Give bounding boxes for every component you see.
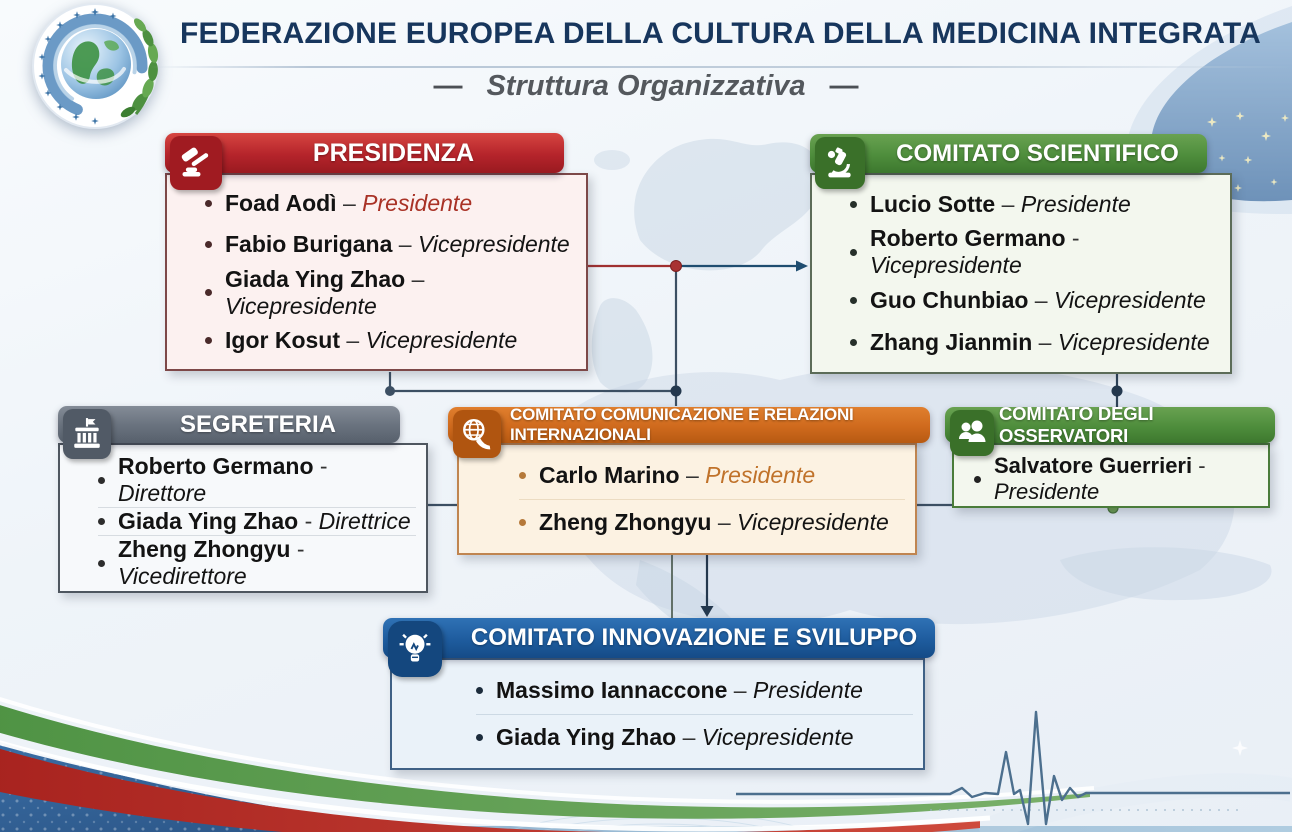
member-item: Guo Chunbiao – Vicepresidente — [850, 279, 1220, 321]
member-item: Roberto Germano - Direttore — [98, 453, 416, 507]
member-item: Zheng Zhongyu - Vicedirettore — [98, 535, 416, 590]
bullet-dot — [476, 733, 483, 741]
member-item: Fabio Burigana – Vicepresidente — [205, 224, 576, 265]
member-text: Salvatore Guerrieri - Presidente — [994, 453, 1206, 504]
member-item: Roberto Germano - Vicepresidente — [850, 225, 1220, 279]
member-item: Zhang Jianmin – Vicepresidente — [850, 322, 1220, 364]
presidenza-header: PRESIDENZA — [165, 133, 564, 190]
member-item: Zheng Zhongyu – Vicepresidente — [519, 498, 905, 546]
title-divider — [150, 66, 1292, 68]
member-item: Carlo Marino – Presidente — [519, 453, 905, 499]
bullet-dot — [205, 241, 212, 249]
segreteria-title: SEGRETERIA — [179, 410, 337, 438]
member-item: Lucio Sotte – Presidente — [850, 183, 1220, 225]
comitato-scientifico-member-list: Lucio Sotte – Presidente Roberto Germano … — [812, 175, 1230, 372]
comitato-comunicazione-member-list: Carlo Marino – Presidente Zheng Zhongyu –… — [459, 445, 915, 553]
member-text: Giada Ying Zhao – Vicepresidente — [496, 723, 854, 750]
bullet-dot — [519, 518, 526, 526]
member-text: Roberto Germano - Vicepresidente — [870, 225, 1080, 279]
member-item: Igor Kosut – Vicepresidente — [205, 320, 576, 361]
member-text: Guo Chunbiao – Vicepresidente — [870, 286, 1206, 313]
microscope-icon — [815, 137, 865, 189]
segreteria-member-list: Roberto Germano - Direttore Giada Ying Zh… — [60, 445, 426, 591]
bullet-dot — [850, 296, 857, 304]
bullet-dot — [98, 476, 105, 484]
italian-flag-swoosh — [0, 696, 1095, 832]
member-item: Giada Ying Zhao – Vicepresidente — [205, 266, 576, 320]
comitato-osservatori-member-list: Salvatore Guerrieri - Presidente — [954, 445, 1268, 506]
comitato-comunicazione-header: COMITATO COMUNICAZIONE E RELAZIONI INTER… — [448, 405, 930, 458]
member-text: Zheng Zhongyu – Vicepresidente — [539, 508, 889, 535]
bullet-dot — [850, 200, 857, 208]
comitato-innovazione-header: COMITATO INNOVAZIONE E SVILUPPO — [383, 618, 935, 677]
government-building-icon — [63, 409, 111, 459]
comitato-osservatori-header: COMITATO DEGLI OSSERVATORI — [945, 403, 1275, 456]
federation-logo — [32, 3, 159, 129]
member-item: Foad Aodì – Presidente — [205, 183, 576, 224]
comitato-comunicazione-box: Carlo Marino – Presidente Zheng Zhongyu –… — [457, 443, 917, 555]
bullet-dot — [98, 559, 105, 567]
gavel-icon — [170, 136, 222, 190]
member-item: Giada Ying Zhao - Direttrice — [98, 507, 416, 535]
bullet-dot — [476, 687, 483, 695]
member-text: Massimo Iannaccone – Presidente — [496, 677, 863, 704]
bullet-dot — [205, 289, 212, 297]
member-text: Zheng Zhongyu - Vicedirettore — [118, 536, 305, 589]
bullet-dot — [519, 472, 526, 480]
bullet-dot — [850, 248, 857, 256]
member-text: Giada Ying Zhao - Direttrice — [118, 508, 411, 534]
member-text: Igor Kosut – Vicepresidente — [225, 326, 518, 353]
comitato-osservatori-title: COMITATO DEGLI OSSERVATORI — [999, 403, 1154, 446]
subtitle-text: Struttura Organizzativa — [486, 70, 806, 102]
bullet-dot — [850, 339, 857, 347]
member-text: Carlo Marino – Presidente — [539, 462, 816, 489]
comitato-innovazione-box: Massimo Iannaccone – Presidente Giada Yin… — [390, 658, 925, 770]
comitato-innovazione-title: COMITATO INNOVAZIONE E SVILUPPO — [470, 624, 918, 651]
globe-phone-icon — [453, 410, 501, 458]
observers-icon — [950, 410, 994, 456]
lightbulb-icon — [388, 621, 442, 677]
bullet-dot — [974, 475, 981, 483]
bullet-dot — [205, 336, 212, 344]
member-text: Giada Ying Zhao – Vicepresidente — [225, 265, 425, 319]
page-subtitle: — Struttura Organizzativa — — [0, 70, 1292, 103]
member-item: Massimo Iannaccone – Presidente — [476, 668, 913, 714]
member-text: Roberto Germano - Direttore — [118, 453, 328, 506]
member-item: Salvatore Guerrieri - Presidente — [974, 453, 1258, 505]
presidenza-member-list: Foad Aodì – Presidente Fabio Burigana – V… — [167, 175, 586, 369]
member-text: Fabio Burigana – Vicepresidente — [225, 231, 570, 258]
segreteria-box: Roberto Germano - Direttore Giada Ying Zh… — [58, 443, 428, 593]
comitato-comunicazione-title: COMITATO COMUNICAZIONE E RELAZIONI INTER… — [510, 405, 854, 444]
comitato-innovazione-member-list: Massimo Iannaccone – Presidente Giada Yin… — [392, 660, 923, 768]
comitato-osservatori-box: Salvatore Guerrieri - Presidente — [952, 443, 1270, 508]
segreteria-header: SEGRETERIA — [58, 406, 400, 459]
page-title: FEDERAZIONE EUROPEA DELLA CULTURA DELLA … — [179, 17, 1261, 50]
comitato-scientifico-title: COMITATO SCIENTIFICO — [896, 139, 1179, 167]
comitato-scientifico-header: COMITATO SCIENTIFICO — [810, 134, 1207, 189]
comitato-scientifico-box: Lucio Sotte – Presidente Roberto Germano … — [810, 173, 1232, 374]
subtitle-dash-right: — — [829, 70, 859, 102]
member-text: Lucio Sotte – Presidente — [870, 190, 1131, 217]
presidenza-title: PRESIDENZA — [312, 138, 475, 167]
ecg-heartbeat-line — [736, 710, 1290, 826]
bullet-dot — [98, 518, 105, 525]
subtitle-dash-left: — — [433, 70, 463, 102]
bullet-dot — [205, 200, 212, 208]
logo-stars — [38, 8, 117, 125]
member-item: Giada Ying Zhao – Vicepresidente — [476, 713, 913, 761]
presidenza-box: Foad Aodì – Presidente Fabio Burigana – V… — [165, 173, 588, 371]
member-text: Zhang Jianmin – Vicepresidente — [870, 329, 1210, 356]
member-text: Foad Aodì – Presidente — [225, 190, 473, 217]
